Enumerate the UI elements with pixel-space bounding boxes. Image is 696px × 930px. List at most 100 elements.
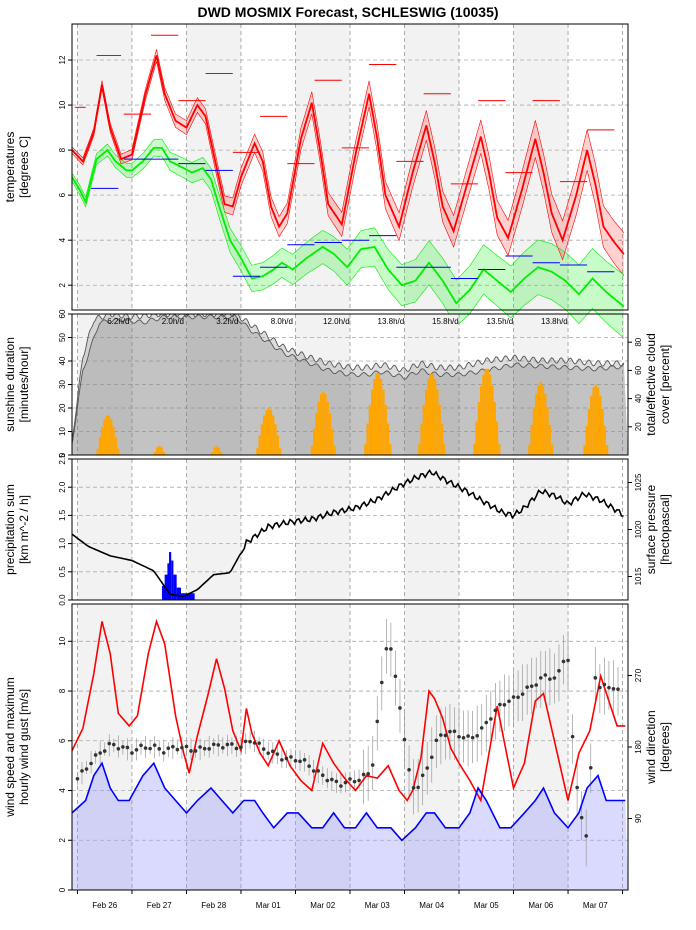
sunshine-bar — [213, 447, 216, 455]
sun-ytick-right-label: 20 — [634, 422, 643, 431]
sunshine-bar — [272, 415, 275, 455]
sunshine-bar — [158, 445, 161, 455]
sunshine-daily-total: 3.2h/d — [216, 317, 238, 326]
temp-ytick-label: 8 — [58, 147, 67, 152]
sunshine-bar — [480, 386, 483, 455]
sunshine-bar — [434, 379, 437, 455]
sunshine-bar — [603, 425, 607, 455]
sunshine-daily-total: 6.2h/d — [107, 317, 129, 326]
wind-direction-axis-label: [degrees] — [658, 722, 672, 772]
wind-direction-point — [543, 673, 548, 677]
wind-direction-point — [484, 720, 489, 725]
temp-ytick-label: 2 — [58, 282, 67, 287]
wind-direction-point — [607, 685, 611, 690]
sunshine-bar — [375, 373, 378, 455]
temp-frame — [71, 23, 629, 311]
sunshine-bar — [263, 415, 266, 455]
sunshine-bar — [427, 379, 430, 455]
precip-ytick-label: 2.5 — [58, 453, 67, 465]
sunshine-bar — [431, 373, 435, 455]
sun-ytick-label: 60 — [58, 309, 67, 318]
wind-direction-point — [125, 745, 130, 750]
sunshine-bar — [477, 402, 481, 455]
wind-direction-point — [252, 741, 257, 745]
sunshine-bar — [366, 423, 369, 455]
sunshine-daily-total: 15.8h/d — [432, 317, 459, 326]
sunshine-bar — [107, 415, 111, 455]
wind-direction-point — [520, 692, 525, 696]
wind-direction-point — [89, 761, 93, 766]
sunshine-bar — [364, 444, 367, 455]
sunshine-bar — [162, 452, 166, 455]
wind-direction-point — [575, 785, 579, 790]
sun-ytick-right-label: 40 — [634, 394, 643, 403]
sunshine-bar — [331, 428, 334, 455]
sunshine-bar — [326, 401, 329, 455]
wind-direction-point — [230, 742, 234, 746]
sunshine-bar — [583, 444, 586, 455]
wind-direction-point — [152, 743, 157, 747]
sunshine-daily-total: 8.0h/d — [271, 317, 293, 326]
wind-axis-label: wind speed and maximum — [3, 677, 17, 817]
x-day-label: Mar 04 — [419, 901, 444, 910]
chart-panels: 2 4 6 8 10 12 temperatures [degrees C] 6.2h/d 2.0… — [3, 23, 672, 910]
sunshine-bar — [217, 447, 221, 455]
wind-direction-point — [611, 687, 616, 691]
sunshine-bar — [438, 404, 441, 455]
wind-direction-point — [552, 676, 557, 680]
sunshine-bar — [112, 426, 115, 455]
x-day-label: Mar 03 — [365, 901, 390, 910]
wind-direction-point — [202, 746, 207, 751]
sunshine-bar — [160, 447, 163, 455]
sunshine-bar — [484, 368, 487, 455]
wind-direction-point — [534, 683, 539, 687]
sunshine-bar — [422, 404, 425, 455]
sunshine-bar — [377, 373, 381, 455]
chart-title: DWD MOSMIX Forecast, SCHLESWIG (10035) — [197, 4, 498, 20]
sunshine-bar — [486, 368, 490, 455]
wind-direction-point — [280, 758, 284, 762]
wind-ytick-label: 2 — [58, 837, 67, 842]
sunshine-bar — [546, 407, 549, 455]
sunshine-bar — [156, 447, 159, 455]
wind-gust-line — [71, 618, 626, 803]
x-day-label: Mar 05 — [474, 901, 499, 910]
precip-ytick-label: 0.5 — [58, 566, 67, 578]
wind-direction-point — [148, 746, 152, 751]
wind-direction-point — [588, 765, 593, 770]
sun-ytick-label: 30 — [58, 380, 67, 389]
precip-day-shade — [513, 459, 569, 600]
wind-direction-point — [498, 702, 502, 707]
sunshine-bar — [265, 409, 268, 455]
sunshine-bar — [424, 389, 428, 455]
wind-speed-area — [72, 763, 628, 890]
sunshine-bar — [590, 395, 593, 455]
temperature-axis-label: [degrees C] — [17, 136, 31, 198]
wind-ytick-label: 10 — [58, 636, 67, 645]
sunshine-bar — [475, 421, 478, 455]
wind-direction-point — [439, 733, 443, 737]
wind-direction-point — [352, 779, 357, 784]
wind-direction-point — [429, 755, 434, 760]
sunshine-bar — [114, 436, 117, 455]
sunshine-bar — [389, 444, 392, 455]
wind-direction-point — [420, 773, 425, 778]
sunshine-bar — [528, 444, 531, 455]
sunshine-bar — [530, 424, 533, 455]
sunshine-bar — [585, 425, 588, 455]
wind-direction-point — [98, 751, 102, 755]
wind-direction-point — [434, 738, 439, 743]
wind-direction-point — [293, 758, 298, 763]
sunshine-bar — [317, 401, 320, 455]
wind-direction-point — [234, 746, 239, 751]
sunshine-bar — [495, 421, 499, 455]
sunshine-bar — [211, 452, 214, 455]
wind-direction-point — [379, 680, 384, 685]
wind-direction-point — [225, 742, 230, 747]
wind-direction-point — [157, 747, 162, 751]
wind-direction-point — [557, 669, 561, 673]
sunshine-bar — [215, 445, 218, 455]
wind-direction-point — [84, 767, 89, 771]
sunshine-daily-total: 12.0h/d — [323, 317, 350, 326]
